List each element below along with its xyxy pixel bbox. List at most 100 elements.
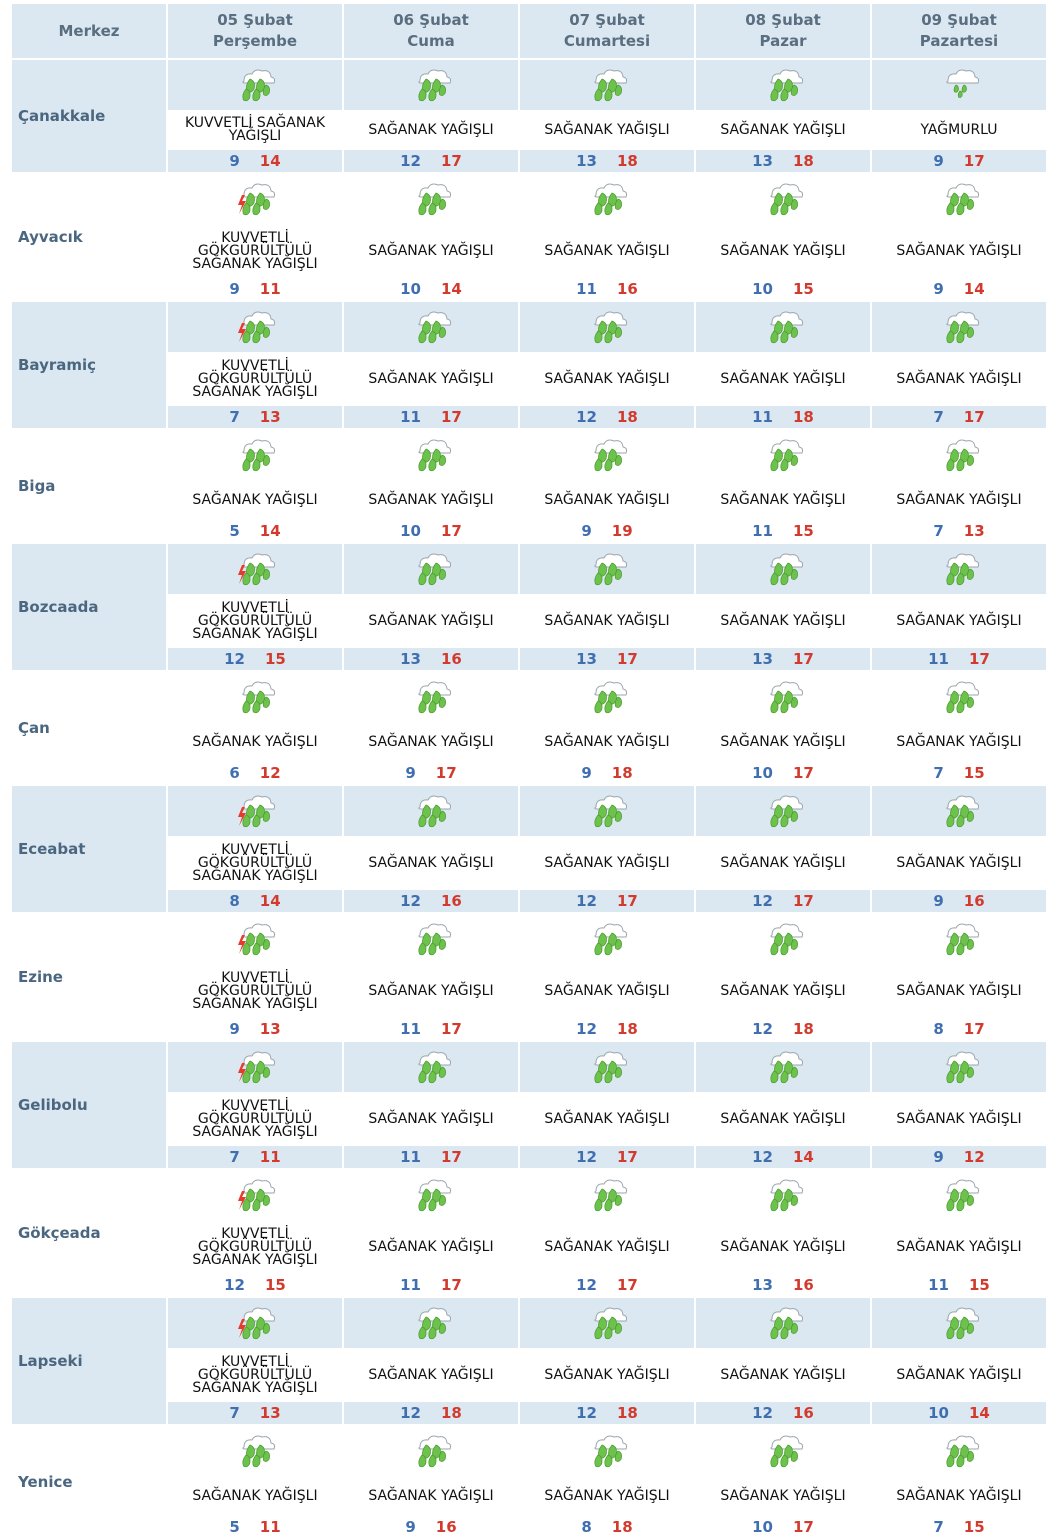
temperature-range: 12 17	[520, 1146, 694, 1168]
forecast-cell: SAĞANAK YAĞIŞLI 12 18	[520, 1298, 694, 1424]
temperature-range: 8 17	[872, 1018, 1046, 1040]
forecast-cell: SAĞANAK YAĞIŞLI 11 15	[872, 1170, 1046, 1296]
icon-area	[872, 544, 1046, 594]
weather-description: SAĞANAK YAĞIŞLI	[344, 594, 518, 648]
icon-area	[520, 1170, 694, 1220]
min-temp: 9	[229, 280, 240, 298]
thunderstorm-rain-icon	[232, 307, 278, 347]
thunderstorm-rain-icon	[232, 1047, 278, 1087]
forecast-cell: KUVVETLİ GÖKGÜRÜLTÜLÜ SAĞANAK YAĞIŞLI 12 1…	[168, 1170, 342, 1296]
forecast-cell: SAĞANAK YAĞIŞLI 8 17	[872, 914, 1046, 1040]
icon-area	[872, 1426, 1046, 1476]
temperature-range: 12 18	[520, 406, 694, 428]
weather-description: SAĞANAK YAĞIŞLI	[696, 594, 870, 648]
shower-rain-icon	[584, 307, 630, 347]
shower-rain-icon	[408, 307, 454, 347]
forecast-cell: SAĞANAK YAĞIŞLI 6 12	[168, 672, 342, 784]
icon-area	[168, 672, 342, 722]
temperature-range: 10 14	[872, 1402, 1046, 1424]
weather-description: SAĞANAK YAĞIŞLI	[696, 352, 870, 406]
shower-rain-icon	[408, 791, 454, 831]
merkez-header: Merkez	[12, 4, 166, 58]
forecast-cell: SAĞANAK YAĞIŞLI 13 17	[696, 544, 870, 670]
forecast-cell: SAĞANAK YAĞIŞLI 7 17	[872, 302, 1046, 428]
forecast-cell: KUVVETLİ GÖKGÜRÜLTÜLÜ SAĞANAK YAĞIŞLI 9 13	[168, 914, 342, 1040]
day-date: 06 Şubat	[393, 11, 469, 29]
temperature-range: 11 17	[344, 406, 518, 428]
weather-description: SAĞANAK YAĞIŞLI	[344, 1476, 518, 1516]
shower-rain-icon	[408, 179, 454, 219]
max-temp: 14	[963, 280, 985, 298]
day-date: 08 Şubat	[745, 11, 821, 29]
temperature-range: 10 14	[344, 278, 518, 300]
weather-description: SAĞANAK YAĞIŞLI	[168, 480, 342, 520]
max-temp: 15	[963, 764, 985, 782]
forecast-cell: SAĞANAK YAĞIŞLI 13 18	[520, 60, 694, 172]
forecast-cell: SAĞANAK YAĞIŞLI 7 15	[872, 672, 1046, 784]
weather-description: KUVVETLİ GÖKGÜRÜLTÜLÜ SAĞANAK YAĞIŞLI	[168, 1348, 342, 1402]
min-temp: 12	[400, 1404, 421, 1422]
max-temp: 17	[441, 1148, 462, 1166]
max-temp: 11	[259, 1148, 281, 1166]
day-header: 09 Şubat Pazartesi	[872, 4, 1046, 58]
city-name: Yenice	[12, 1426, 166, 1538]
weather-description: SAĞANAK YAĞIŞLI	[872, 224, 1046, 278]
forecast-cell: SAĞANAK YAĞIŞLI 9 17	[344, 672, 518, 784]
icon-area	[344, 914, 518, 964]
icon-area	[872, 672, 1046, 722]
weather-description: SAĞANAK YAĞIŞLI	[696, 722, 870, 762]
icon-area	[344, 544, 518, 594]
weather-description: SAĞANAK YAĞIŞLI	[520, 594, 694, 648]
min-temp: 13	[752, 152, 773, 170]
thunderstorm-rain-icon	[232, 1175, 278, 1215]
forecast-cell: SAĞANAK YAĞIŞLI 13 16	[344, 544, 518, 670]
forecast-cell: KUVVETLİ GÖKGÜRÜLTÜLÜ SAĞANAK YAĞIŞLI 9 11	[168, 174, 342, 300]
forecast-cell: SAĞANAK YAĞIŞLI 5 14	[168, 430, 342, 542]
max-temp: 16	[793, 1276, 814, 1294]
weather-description: SAĞANAK YAĞIŞLI	[696, 1220, 870, 1274]
max-temp: 14	[793, 1148, 814, 1166]
max-temp: 17	[441, 408, 462, 426]
max-temp: 17	[793, 1518, 814, 1536]
forecast-cell: SAĞANAK YAĞIŞLI 12 18	[344, 1298, 518, 1424]
icon-area	[696, 60, 870, 110]
temperature-range: 12 17	[520, 1274, 694, 1296]
weather-description: SAĞANAK YAĞIŞLI	[696, 1092, 870, 1146]
max-temp: 17	[441, 522, 462, 540]
temperature-range: 11 17	[344, 1146, 518, 1168]
shower-rain-icon	[760, 1303, 806, 1343]
temperature-range: 12 14	[696, 1146, 870, 1168]
table-row: Çan SAĞANAK YAĞIŞLI 6 12 SAĞANAK YAĞIŞLI 9 17 S…	[12, 672, 1046, 784]
icon-area	[872, 430, 1046, 480]
min-temp: 12	[752, 1020, 773, 1038]
temperature-range: 9 14	[872, 278, 1046, 300]
day-date: 05 Şubat	[217, 11, 293, 29]
table-row: Biga SAĞANAK YAĞIŞLI 5 14 SAĞANAK YAĞIŞLI 10 1…	[12, 430, 1046, 542]
min-temp: 9	[933, 280, 944, 298]
weather-description: SAĞANAK YAĞIŞLI	[696, 110, 870, 150]
forecast-cell: SAĞANAK YAĞIŞLI 10 17	[344, 430, 518, 542]
icon-area	[168, 544, 342, 594]
min-temp: 13	[576, 152, 597, 170]
temperature-range: 9 18	[520, 762, 694, 784]
forecast-cell: SAĞANAK YAĞIŞLI 9 14	[872, 174, 1046, 300]
temperature-range: 12 16	[696, 1402, 870, 1424]
max-temp: 14	[441, 280, 462, 298]
max-temp: 17	[617, 892, 638, 910]
icon-area	[696, 544, 870, 594]
max-temp: 18	[793, 408, 814, 426]
max-temp: 18	[611, 1518, 633, 1536]
shower-rain-icon	[408, 549, 454, 589]
min-temp: 7	[933, 408, 944, 426]
shower-rain-icon	[760, 435, 806, 475]
icon-area	[168, 1042, 342, 1092]
shower-rain-icon	[936, 1047, 982, 1087]
shower-rain-icon	[936, 1303, 982, 1343]
forecast-cell: SAĞANAK YAĞIŞLI 9 18	[520, 672, 694, 784]
day-weekday: Pazartesi	[919, 32, 999, 50]
shower-rain-icon	[936, 435, 982, 475]
min-temp: 8	[581, 1518, 592, 1536]
weather-description: SAĞANAK YAĞIŞLI	[344, 352, 518, 406]
max-temp: 14	[259, 892, 281, 910]
forecast-cell: KUVVETLİ GÖKGÜRÜLTÜLÜ SAĞANAK YAĞIŞLI 8 14	[168, 786, 342, 912]
